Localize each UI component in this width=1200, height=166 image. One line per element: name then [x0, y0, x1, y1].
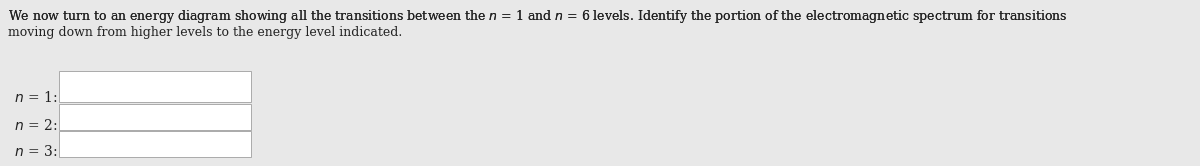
Text: $n$ = 1:: $n$ = 1: — [14, 90, 58, 105]
Text: We now turn to an energy diagram showing all the transitions between the $n$ = 1: We now turn to an energy diagram showing… — [8, 8, 1068, 25]
Text: $n$ = 2:: $n$ = 2: — [14, 118, 58, 133]
Text: moving down from higher levels to the energy level indicated.: moving down from higher levels to the en… — [8, 26, 402, 39]
Text: We now turn to an energy diagram showing all the transitions between the $n$ = 1: We now turn to an energy diagram showing… — [8, 8, 1068, 25]
Text: $n$ = 3:: $n$ = 3: — [14, 144, 58, 159]
